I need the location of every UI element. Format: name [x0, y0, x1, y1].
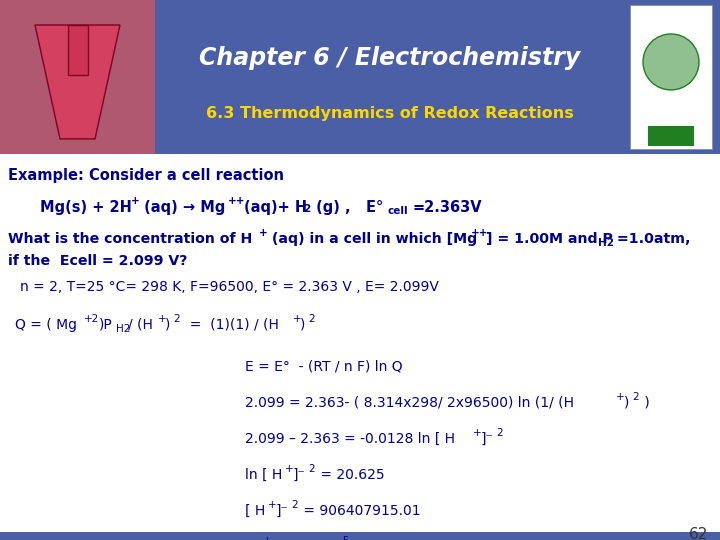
- Text: / (H: / (H: [128, 318, 153, 332]
- Text: (aq)+ H: (aq)+ H: [244, 200, 307, 215]
- Text: +: +: [616, 392, 625, 402]
- Text: H2: H2: [598, 238, 614, 248]
- Text: (aq) in a cell in which [Mg: (aq) in a cell in which [Mg: [267, 232, 477, 246]
- Text: Mg(s) + 2H: Mg(s) + 2H: [40, 200, 132, 215]
- Text: ] = 1.00M and P: ] = 1.00M and P: [486, 232, 613, 246]
- Text: 2: 2: [291, 500, 297, 510]
- Text: ): ): [165, 318, 171, 332]
- Bar: [0, 0, 155, 154]
- Circle shape: [643, 34, 699, 90]
- Bar: [648, 126, 694, 146]
- Text: H2: H2: [116, 324, 130, 334]
- Text: E = E°  - (RT / n F) ln Q: E = E° - (RT / n F) ln Q: [245, 360, 402, 374]
- Text: +: +: [263, 536, 271, 540]
- Text: What is the concentration of H: What is the concentration of H: [8, 232, 252, 246]
- Text: -5: -5: [340, 536, 351, 540]
- Text: 2: 2: [632, 392, 639, 402]
- Text: 2: 2: [496, 428, 503, 438]
- Text: = 20.625: = 20.625: [316, 468, 384, 482]
- Text: ++: ++: [471, 228, 488, 238]
- Text: ]⁻: ]⁻: [481, 432, 494, 446]
- Text: 2.099 = 2.363- ( 8.314x298/ 2x96500) ln (1/ (H: 2.099 = 2.363- ( 8.314x298/ 2x96500) ln …: [245, 396, 574, 410]
- Text: 2: 2: [308, 464, 315, 474]
- Bar: [0, 0, 720, 154]
- Text: Chapter 6 / Electrochemistry: Chapter 6 / Electrochemistry: [199, 46, 580, 71]
- Text: ]⁻: ]⁻: [293, 468, 306, 482]
- Bar: [68, 25, 88, 75]
- Text: ): ): [640, 396, 649, 410]
- Text: ): ): [300, 318, 305, 332]
- Text: +: +: [285, 464, 294, 474]
- Text: =  (1)(1) / (H: = (1)(1) / (H: [181, 318, 279, 332]
- Text: +2: +2: [84, 314, 99, 324]
- Text: 2: 2: [308, 314, 315, 324]
- Text: )P: )P: [99, 318, 113, 332]
- Text: 2: 2: [303, 204, 310, 214]
- Text: = 906407915.01: = 906407915.01: [299, 504, 420, 518]
- Text: +: +: [158, 314, 166, 324]
- Text: =2.363V: =2.363V: [412, 200, 482, 215]
- Text: ): ): [624, 396, 629, 410]
- Text: cell: cell: [387, 206, 408, 216]
- Bar: [0, 532, 720, 540]
- Text: if the  Ecell = 2.099 V?: if the Ecell = 2.099 V?: [8, 254, 187, 268]
- Polygon shape: [35, 25, 120, 139]
- Text: 6.3 Thermodynamics of Redox Reactions: 6.3 Thermodynamics of Redox Reactions: [206, 106, 574, 122]
- Text: Example: Consider a cell reaction: Example: Consider a cell reaction: [8, 168, 284, 183]
- Text: 62: 62: [688, 527, 708, 540]
- Text: +: +: [131, 196, 140, 206]
- Text: n = 2, T=25 °C= 298 K, F=96500, E° = 2.363 V , E= 2.099V: n = 2, T=25 °C= 298 K, F=96500, E° = 2.3…: [20, 280, 439, 294]
- Text: [ H: [ H: [245, 504, 265, 518]
- Text: ]⁻: ]⁻: [276, 504, 289, 518]
- Text: +: +: [473, 428, 482, 438]
- Text: +: +: [259, 228, 268, 238]
- Text: +: +: [268, 500, 276, 510]
- Text: =1.0atm,: =1.0atm,: [612, 232, 690, 246]
- Bar: [630, 5, 712, 149]
- Text: 2: 2: [173, 314, 179, 324]
- Text: (g) ,   E°: (g) , E°: [311, 200, 383, 215]
- Text: 2.099 – 2.363 = -0.0128 ln [ H: 2.099 – 2.363 = -0.0128 ln [ H: [245, 432, 455, 446]
- Text: +: +: [293, 314, 302, 324]
- Text: Q = ( Mg: Q = ( Mg: [15, 318, 77, 332]
- Text: ++: ++: [228, 196, 246, 206]
- Text: ln [ H: ln [ H: [245, 468, 282, 482]
- Text: (aq) → Mg: (aq) → Mg: [139, 200, 225, 215]
